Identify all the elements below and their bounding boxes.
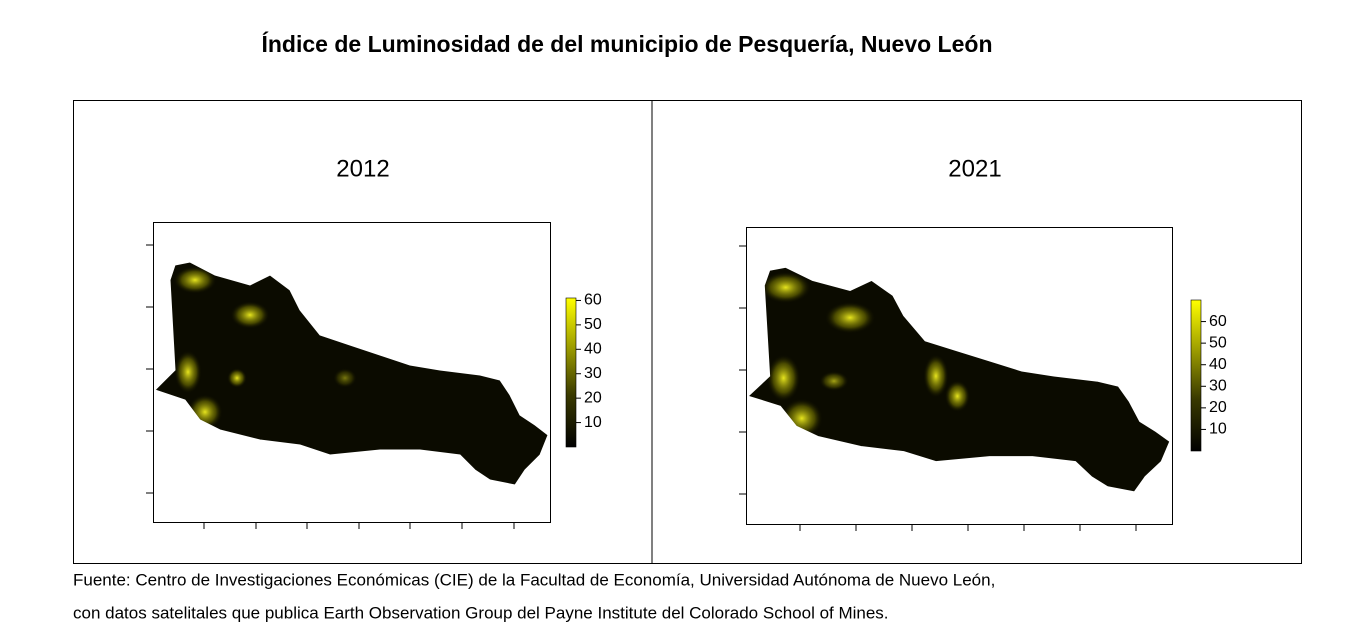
colorbar [1190, 299, 1202, 452]
raster [155, 262, 548, 485]
raster [748, 267, 1170, 492]
colorbar-label: 20 [584, 389, 602, 406]
colorbar-label: 20 [1209, 399, 1227, 416]
map-panel [746, 227, 1173, 525]
colorbar-label: 60 [584, 292, 602, 309]
colorbar-label: 30 [1209, 378, 1227, 395]
colorbar-label: 10 [1209, 421, 1227, 438]
map-panel [153, 222, 551, 523]
colorbar-label: 50 [584, 316, 602, 333]
colorbar-label: 40 [1209, 356, 1227, 373]
colorbar-label: 40 [584, 341, 602, 358]
colorbar [565, 297, 577, 448]
panel-title: 2021 [948, 155, 1001, 182]
source-line: Fuente: Centro de Investigaciones Económ… [73, 570, 995, 589]
panel-title: 2012 [336, 155, 389, 182]
colorbar-label: 50 [1209, 334, 1227, 351]
figure-title: Índice de Luminosidad de del municipio d… [261, 30, 992, 57]
frame [73, 100, 1302, 564]
colorbar-label: 10 [584, 414, 602, 431]
colorbar-label: 60 [1209, 313, 1227, 330]
source-line: con datos satelitales que publica Earth … [73, 603, 889, 622]
colorbar-label: 30 [584, 365, 602, 382]
